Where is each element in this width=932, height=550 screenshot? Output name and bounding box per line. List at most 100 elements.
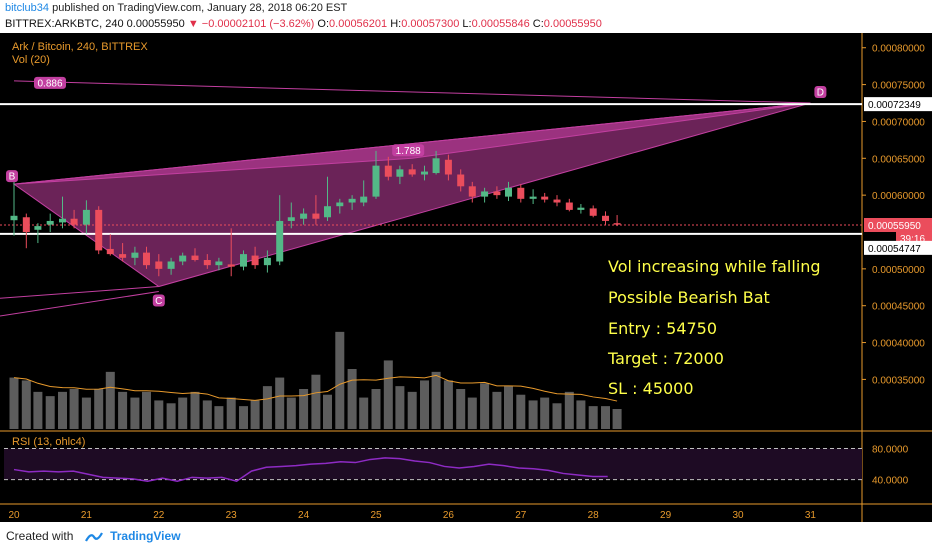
volume-bar bbox=[239, 406, 248, 429]
candle-body bbox=[602, 216, 609, 221]
chart-area[interactable]: B C D 0.886 1.788 0.00080000 0.00075000 0.00070… bbox=[0, 33, 932, 522]
volume-bar bbox=[359, 398, 368, 429]
publish-info: published on TradingView.com, January 28… bbox=[52, 2, 347, 14]
volume-bar bbox=[589, 406, 598, 429]
volume-bar bbox=[613, 409, 622, 429]
note-line-2: Possible Bearish Bat bbox=[608, 288, 770, 307]
tradingview-brand-link[interactable]: TradingView bbox=[110, 529, 180, 543]
candle-body bbox=[155, 261, 162, 268]
symbol-label: BITTREX:ARKBTC, 240 bbox=[5, 18, 124, 30]
note-line-4: Target : 72000 bbox=[608, 349, 724, 368]
publish-header: bitclub34 published on TradingView.com, … bbox=[0, 0, 932, 16]
volume-bar bbox=[82, 398, 91, 429]
candle-body bbox=[590, 208, 597, 215]
candle-body bbox=[349, 199, 356, 203]
low-value: 0.00055846 bbox=[472, 18, 530, 30]
volume-bar bbox=[529, 400, 538, 429]
ohlc-header: BITTREX:ARKBTC, 240 0.00055950 ▼ −0.0000… bbox=[0, 16, 932, 32]
candle-body bbox=[71, 219, 78, 225]
candle-body bbox=[83, 210, 90, 225]
candle-body bbox=[59, 219, 66, 223]
note-line-5: SL : 45000 bbox=[608, 379, 694, 398]
note-line-1: Vol increasing while falling bbox=[608, 257, 821, 276]
high-label: H: bbox=[390, 18, 401, 30]
time-tick-label: 25 bbox=[370, 510, 382, 521]
candle-body bbox=[554, 200, 561, 203]
candle-body bbox=[530, 197, 537, 199]
candle-body bbox=[505, 188, 512, 197]
volume-bar bbox=[33, 392, 42, 429]
volume-bar bbox=[540, 398, 549, 429]
open-value: 0.00056201 bbox=[329, 18, 387, 30]
volume-bar bbox=[263, 386, 272, 429]
volume-bar bbox=[408, 392, 417, 429]
candle-body bbox=[288, 217, 295, 221]
candle-body bbox=[204, 260, 211, 265]
price-change: −0.00002101 (−3.62%) bbox=[202, 18, 315, 30]
price-tick-label: 0.00060000 bbox=[872, 191, 925, 202]
candle-body bbox=[11, 216, 18, 220]
volume-bar bbox=[167, 403, 176, 429]
candle-body bbox=[228, 264, 235, 266]
volume-bar bbox=[384, 360, 393, 429]
candle-body bbox=[421, 172, 428, 175]
candle-body bbox=[373, 166, 380, 197]
time-tick-label: 28 bbox=[588, 510, 600, 521]
candle-body bbox=[215, 261, 222, 265]
candle-body bbox=[577, 208, 584, 210]
candle-body bbox=[433, 158, 440, 173]
time-tick-label: 22 bbox=[153, 510, 165, 521]
volume-legend: Vol (20) bbox=[12, 54, 50, 66]
time-tick-label: 23 bbox=[226, 510, 238, 521]
candle-body bbox=[457, 175, 464, 187]
volume-bar bbox=[106, 372, 115, 429]
volume-bar bbox=[142, 392, 151, 429]
candle-body bbox=[240, 254, 247, 267]
volume-bar bbox=[203, 400, 212, 429]
candle-body bbox=[409, 169, 416, 174]
candle-body bbox=[324, 206, 331, 217]
volume-bar bbox=[348, 369, 357, 429]
created-with-label: Created with bbox=[6, 529, 73, 543]
time-tick-label: 26 bbox=[443, 510, 455, 521]
rsi-tick-label: 40.0000 bbox=[872, 476, 909, 487]
candle-body bbox=[300, 214, 307, 219]
volume-bar bbox=[311, 375, 320, 429]
candle-body bbox=[192, 256, 199, 260]
candle-body bbox=[396, 169, 403, 176]
price-tick-label: 0.00045000 bbox=[872, 302, 925, 313]
point-label-b: B bbox=[9, 172, 16, 183]
candle-body bbox=[566, 203, 573, 210]
price-tick-label: 0.00065000 bbox=[872, 154, 925, 165]
volume-bar bbox=[70, 389, 79, 429]
time-tick-label: 29 bbox=[660, 510, 672, 521]
candle-body bbox=[119, 254, 126, 258]
candle-body bbox=[264, 258, 271, 265]
volume-bar bbox=[468, 398, 477, 429]
price-tick-label: 0.00035000 bbox=[872, 375, 925, 386]
candle-body bbox=[481, 191, 488, 196]
candle-body bbox=[312, 214, 319, 219]
volume-bar bbox=[444, 380, 453, 429]
candle-body bbox=[469, 186, 476, 196]
candle-body bbox=[252, 256, 259, 266]
chart-canvas[interactable]: B C D 0.886 1.788 0.00080000 0.00075000 0.00070… bbox=[0, 33, 932, 522]
time-tick-label: 27 bbox=[515, 510, 527, 521]
price-tick-label: 0.00040000 bbox=[872, 339, 925, 350]
footer: Created with TradingView bbox=[0, 522, 932, 550]
candle-body bbox=[131, 253, 138, 258]
volume-bar bbox=[10, 378, 19, 429]
candle-body bbox=[336, 203, 343, 207]
rsi-tick-label: 80.0000 bbox=[872, 445, 909, 456]
volume-bar bbox=[323, 395, 332, 429]
note-line-3: Entry : 54750 bbox=[608, 319, 717, 338]
point-label-c: C bbox=[155, 296, 162, 307]
time-tick-label: 21 bbox=[81, 510, 93, 521]
volume-bar bbox=[251, 400, 260, 429]
volume-bar bbox=[372, 389, 381, 429]
volume-bar bbox=[516, 395, 525, 429]
low-label: L: bbox=[462, 18, 471, 30]
author-link[interactable]: bitclub34 bbox=[5, 2, 49, 14]
close-label: C: bbox=[533, 18, 544, 30]
candle-body bbox=[541, 197, 548, 200]
